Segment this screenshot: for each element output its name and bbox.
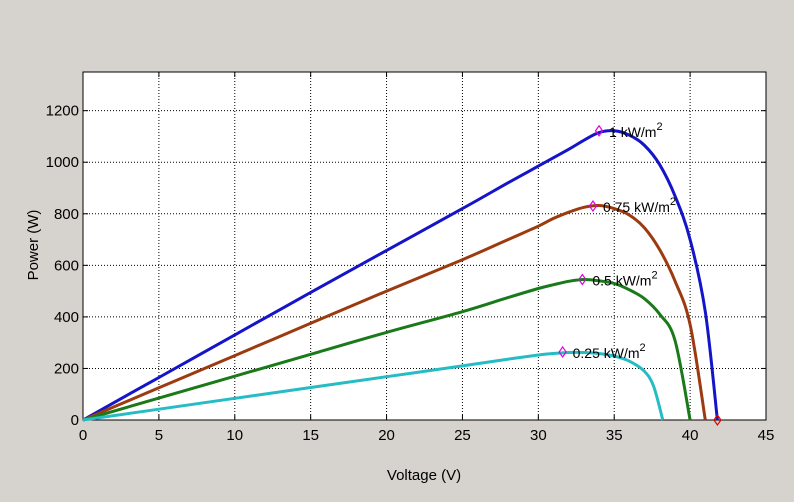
y-tick-label: 400 [54,309,79,326]
mpp-marker-2 [578,273,587,286]
mpp-marker-1 [588,199,598,213]
x-tick-label: 15 [302,427,319,444]
y-tick-label: 600 [54,257,79,274]
x-tick-label: 10 [226,427,243,444]
series-line-3 [82,350,665,422]
mpp-marker-0 [594,124,604,137]
plot-area: 0 5 10 15 20 25 30 35 40 45 0 200 400 600 800 1000 1200 1… [46,71,775,444]
x-tick-label: 45 [758,427,775,444]
axes-frame [82,71,767,421]
x-tick-label: 30 [530,427,547,444]
y-tick-label: 800 [54,206,79,223]
series-line-2 [82,277,692,422]
series-label-0: 1 kW/m2 [609,121,663,140]
series-line-1 [82,203,707,422]
y-tick-label: 200 [54,360,79,377]
x-tick-label: 35 [606,427,623,444]
x-tick-label: 5 [155,427,163,444]
y-tick-label: 1200 [46,103,79,120]
series-label-3: 0.25 kW/m2 [573,342,646,361]
plot-background [83,72,766,420]
series-label-1: 0.75 kW/m2 [603,196,676,215]
x-axis-label: Voltage (V) [387,467,461,484]
mpp-marker-3 [558,345,567,358]
end-marker [713,413,722,427]
x-tick-label: 25 [454,427,471,444]
x-tick-label: 0 [79,427,87,444]
x-tick-label: 20 [378,427,395,444]
y-tick-label: 1000 [46,154,79,171]
series-label-2: 0.5 kW/m2 [592,270,657,289]
y-axis-label: Power (W) [25,210,42,281]
x-tick-label: 40 [682,427,699,444]
y-tick-label: 0 [71,412,79,429]
series-line-0 [82,129,719,422]
